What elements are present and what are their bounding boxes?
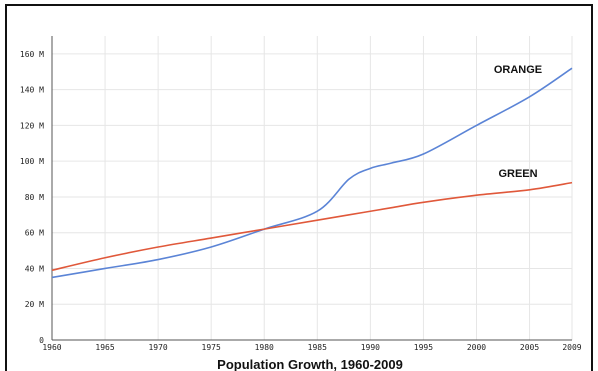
x-tick-label: 1985: [308, 343, 327, 352]
series-labels: ORANGE GREEN: [494, 64, 542, 180]
y-tick-label: 60 M: [25, 229, 44, 238]
y-tick-label: 0: [39, 336, 44, 345]
chart-title: Population Growth, 1960-2009: [217, 357, 403, 371]
x-tick-label: 1960: [42, 343, 61, 352]
x-tick-label: 1970: [148, 343, 167, 352]
x-tick-label: 1965: [95, 343, 114, 352]
y-tick-label: 120 M: [20, 121, 44, 130]
chart-frame: [5, 4, 593, 371]
x-tick-label: 2009: [562, 343, 581, 352]
y-tick-label: 140 M: [20, 86, 44, 95]
x-tick-label: 1990: [361, 343, 380, 352]
y-tick-label: 40 M: [25, 264, 44, 273]
gridlines: [51, 36, 573, 341]
x-tick-label: 1995: [414, 343, 433, 352]
series-line-green: [51, 181, 573, 272]
series-line-orange: [51, 67, 573, 279]
series-label-orange: ORANGE: [494, 64, 542, 76]
y-tick-label: 20 M: [25, 300, 44, 309]
series-label-green: GREEN: [498, 168, 537, 180]
x-tick-label: 1980: [255, 343, 274, 352]
y-tick-label: 160 M: [20, 50, 44, 59]
y-tick-label: 100 M: [20, 157, 44, 166]
y-tick-label: 80 M: [25, 193, 44, 202]
axes: 1960 1965 1970 1975 1980 1985 1990 1995 2000 2005…: [20, 36, 582, 352]
x-tick-label: 2000: [467, 343, 486, 352]
x-tick-label: 1975: [202, 343, 221, 352]
series-lines: [51, 67, 573, 279]
x-tick-label: 2005: [520, 343, 539, 352]
